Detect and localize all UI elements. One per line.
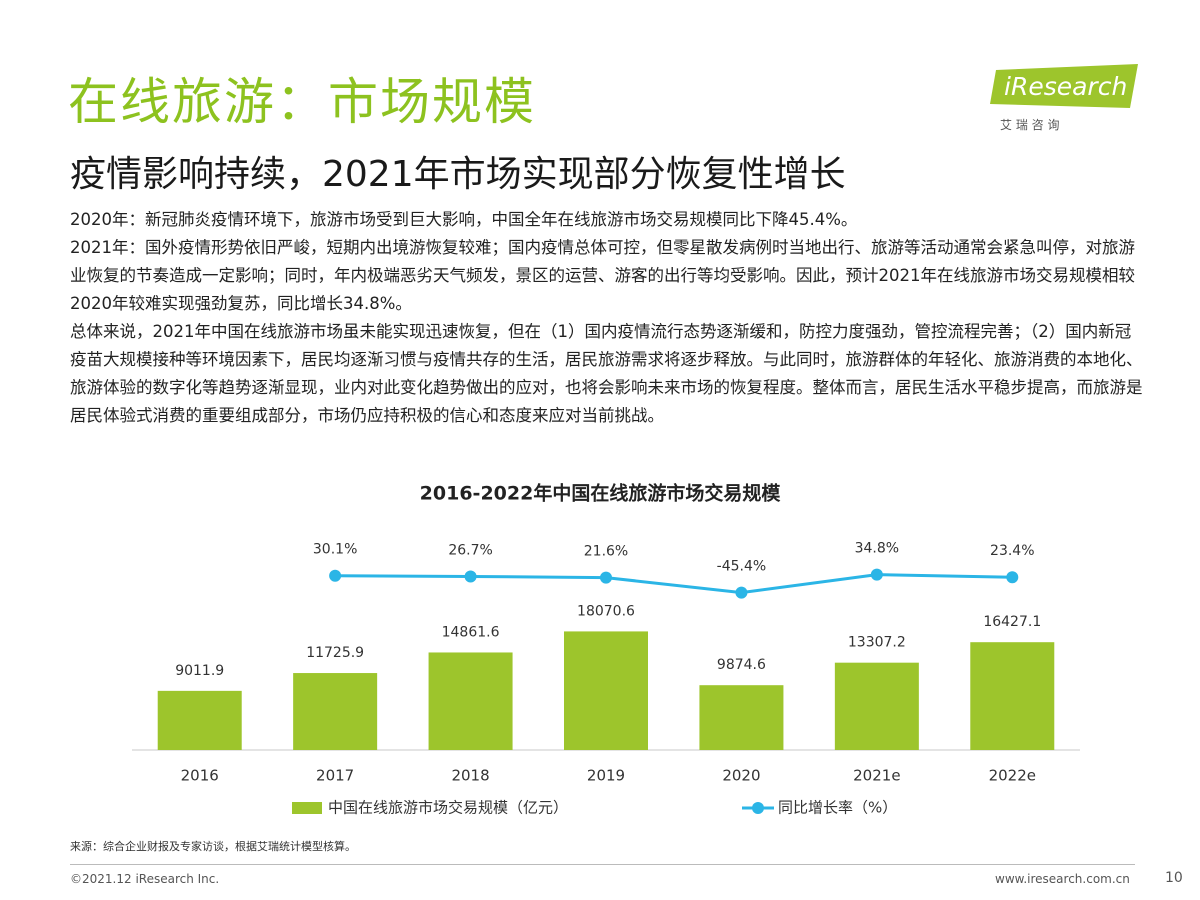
line-value-label: -45.4%	[717, 559, 767, 575]
x-tick-label: 2020	[722, 767, 760, 785]
x-tick-label: 2018	[451, 767, 489, 785]
bar	[293, 673, 378, 750]
line	[335, 573, 1013, 595]
bar	[428, 652, 513, 750]
paragraph: 总体来说，2021年中国在线旅游市场虽未能实现迅速恢复，但在（1）国内疫情流行态…	[70, 322, 1143, 425]
bar	[564, 631, 648, 750]
x-tick-label: 2017	[316, 767, 354, 785]
bar	[157, 690, 242, 750]
bar-value-label: 9874.6	[717, 657, 766, 673]
line-value-label: 30.1%	[313, 542, 357, 558]
legend-label: 同比增长率（%）	[778, 799, 897, 817]
page-number: 10	[1165, 870, 1183, 886]
line-point	[600, 571, 612, 584]
line-value-label: 21.6%	[584, 544, 628, 560]
bar-value-label: 13307.2	[848, 635, 906, 651]
bar-value-label: 11725.9	[306, 645, 364, 661]
line-point	[329, 569, 342, 582]
x-tick-label: 2021e	[853, 767, 900, 785]
chart-title: 2016-2022年中国在线旅游市场交易规模	[420, 482, 782, 505]
logo-name: iResearch	[1004, 72, 1128, 101]
bar-value-label: 9011.9	[175, 663, 224, 679]
bar-value-label: 16427.1	[983, 614, 1041, 630]
logo-shape	[990, 64, 1138, 108]
bar	[834, 662, 919, 750]
bar-value-label: 18070.6	[577, 603, 635, 619]
bar	[699, 685, 784, 750]
x-tick-label: 2019	[587, 767, 625, 785]
x-tick-label: 2016	[181, 767, 219, 785]
bar	[970, 642, 1055, 750]
url: www.iresearch.com.cn	[995, 872, 1130, 886]
line-point	[1006, 571, 1019, 584]
line-point	[735, 586, 748, 599]
line-point	[464, 570, 477, 583]
line-point	[870, 568, 883, 581]
paragraph: 2021年：国外疫情形势依旧严峻，短期内出境游恢复较难；国内疫情总体可控，但零星…	[70, 238, 1135, 313]
source: 来源：综合企业财报及专家访谈，根据艾瑞统计模型核算。	[70, 840, 356, 853]
legend-swatch	[752, 802, 764, 814]
line-value-label: 23.4%	[990, 543, 1034, 559]
legend-swatch	[292, 802, 322, 814]
logo-tagline: 艾 瑞 咨 询	[1000, 118, 1060, 132]
line-value-label: 34.8%	[855, 541, 899, 557]
paragraph: 2020年：新冠肺炎疫情环境下，旅游市场受到巨大影响，中国全年在线旅游市场交易规…	[70, 210, 858, 229]
slide-subtitle: 疫情影响持续，2021年市场实现部分恢复性增长	[70, 154, 846, 195]
body-text: 2020年：新冠肺炎疫情环境下，旅游市场受到巨大影响，中国全年在线旅游市场交易规…	[70, 206, 1145, 430]
footer-rule	[70, 864, 1135, 865]
slide-title: 在线旅游：市场规模	[68, 73, 536, 131]
legend-label: 中国在线旅游市场交易规模（亿元）	[328, 799, 568, 817]
bar-value-label: 14861.6	[442, 624, 500, 640]
copyright: ©2021.12 iResearch Inc.	[70, 872, 220, 886]
line-value-label: 26.7%	[448, 542, 492, 558]
x-tick-label: 2022e	[989, 767, 1036, 785]
